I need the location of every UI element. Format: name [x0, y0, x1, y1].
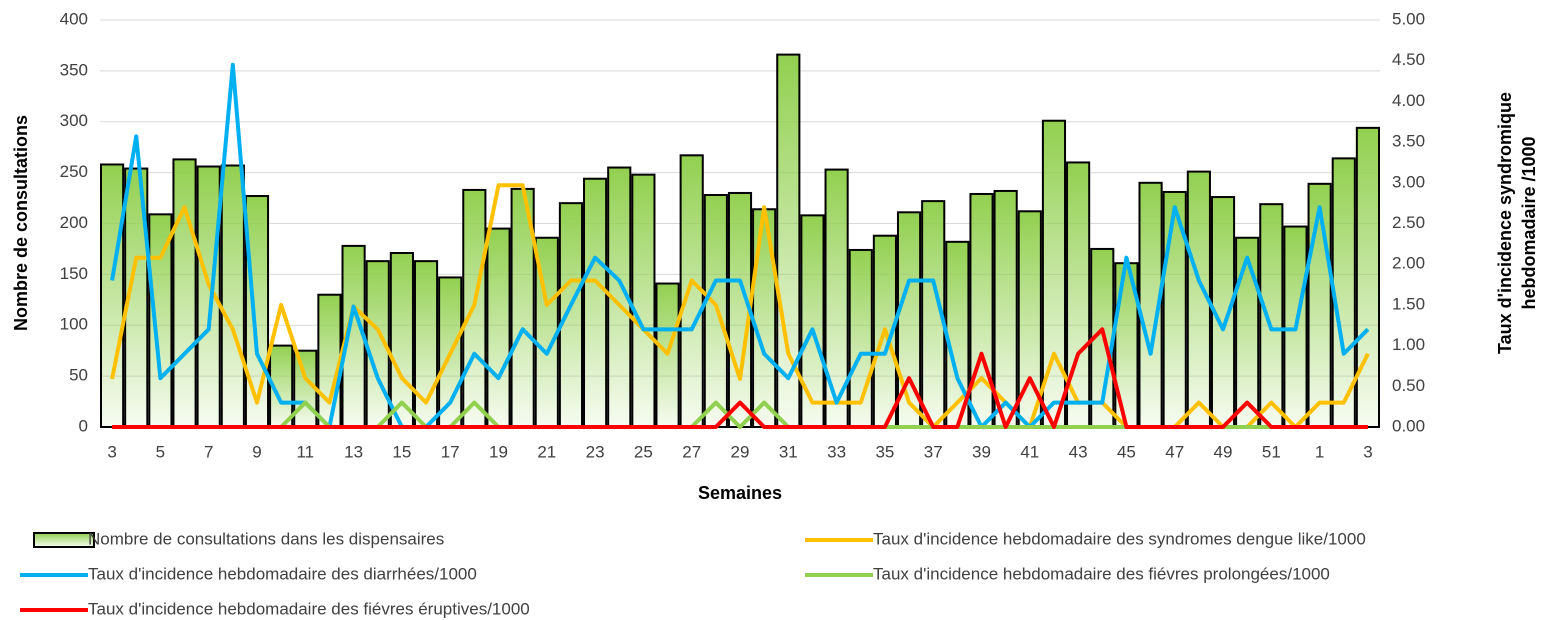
- bar: [558, 202, 584, 428]
- x-tick-label: 47: [1165, 442, 1184, 461]
- x-tick-label: 43: [1069, 442, 1088, 461]
- x-tick-label: 39: [972, 442, 991, 461]
- bar: [172, 158, 197, 429]
- x-tick-label: 11: [296, 442, 314, 461]
- bar: [220, 164, 245, 428]
- bar: [100, 163, 125, 429]
- legend-label: Taux d'incidence hebdomadaire des syndro…: [873, 529, 1366, 548]
- x-tick-label: 41: [1020, 442, 1039, 461]
- legend-label: Taux d'incidence hebdomadaire des fiévre…: [88, 599, 530, 618]
- y-axis-title: Nombre de consultations: [11, 115, 31, 331]
- y2-tick-label: 2.00: [1392, 254, 1425, 273]
- bar: [1235, 236, 1260, 428]
- bar: [752, 208, 777, 428]
- y2-tick-label: 0.50: [1392, 376, 1425, 395]
- x-tick-label: 25: [634, 442, 653, 461]
- x-tick-label: 27: [682, 442, 701, 461]
- bar: [631, 173, 656, 428]
- x-tick-label: 37: [924, 442, 943, 461]
- y-tick-label: 0: [79, 416, 88, 435]
- y2-tick-label: 3.00: [1392, 172, 1425, 191]
- x-tick-label: 49: [1214, 442, 1233, 461]
- x-tick-label: 7: [204, 442, 213, 461]
- y-tick-label: 200: [60, 213, 88, 232]
- bar: [800, 214, 825, 428]
- y-tick-label: 100: [60, 315, 88, 334]
- bar: [1355, 126, 1380, 428]
- bar: [679, 154, 704, 428]
- legend-swatch: [33, 532, 95, 548]
- y2-tick-label: 0.00: [1392, 416, 1425, 435]
- y2-tick-label: 2.50: [1392, 213, 1425, 232]
- y2-axis-title: hebdomadaire /1000: [1519, 136, 1539, 309]
- x-tick-label: 23: [586, 442, 605, 461]
- x-tick-label: 3: [107, 442, 116, 461]
- x-tick-label: 21: [537, 442, 556, 461]
- x-tick-label: 3: [1363, 442, 1372, 461]
- y2-tick-label: 4.00: [1392, 91, 1425, 110]
- x-tick-label: 45: [1117, 442, 1136, 461]
- x-tick-label: 29: [731, 442, 750, 461]
- bar: [486, 227, 511, 428]
- x-tick-label: 5: [156, 442, 165, 461]
- x-tick-label: 51: [1262, 442, 1281, 461]
- y2-tick-label: 1.00: [1392, 335, 1425, 354]
- y2-tick-label: 5.00: [1392, 9, 1425, 28]
- y-tick-label: 300: [60, 111, 88, 130]
- bar: [1307, 182, 1332, 428]
- y-tick-label: 350: [60, 60, 88, 79]
- legend-label: Nombre de consultations dans les dispens…: [88, 529, 444, 548]
- x-tick-label: 15: [392, 442, 411, 461]
- y-tick-label: 400: [60, 9, 88, 28]
- y-tick-label: 150: [60, 264, 88, 283]
- bar: [1259, 203, 1284, 428]
- x-axis-title: Semaines: [698, 483, 782, 503]
- bar: [317, 293, 342, 428]
- y2-tick-label: 1.50: [1392, 294, 1425, 313]
- y-tick-label: 50: [69, 366, 88, 385]
- legend-label: Taux d'incidence hebdomadaire des fiévre…: [873, 564, 1330, 583]
- bar: [244, 195, 270, 428]
- x-tick-label: 35: [875, 442, 894, 461]
- x-tick-label: 17: [441, 442, 460, 461]
- x-tick-label: 31: [779, 442, 798, 461]
- x-tick-label: 33: [827, 442, 846, 461]
- bar: [969, 192, 994, 428]
- y-tick-label: 250: [60, 162, 88, 181]
- legend-label: Taux d'incidence hebdomadaire des diarrh…: [88, 564, 477, 583]
- bar: [583, 177, 608, 428]
- x-tick-label: 13: [344, 442, 363, 461]
- bar: [293, 349, 318, 428]
- x-tick-label: 9: [252, 442, 261, 461]
- x-tick-label: 19: [489, 442, 508, 461]
- y2-tick-label: 4.50: [1392, 50, 1425, 69]
- y2-tick-label: 3.50: [1392, 132, 1425, 151]
- y2-axis-title: Taux d'incidence syndromique: [1495, 92, 1515, 354]
- line: [112, 327, 1368, 429]
- bar: [993, 189, 1018, 428]
- x-tick-label: 1: [1315, 442, 1324, 461]
